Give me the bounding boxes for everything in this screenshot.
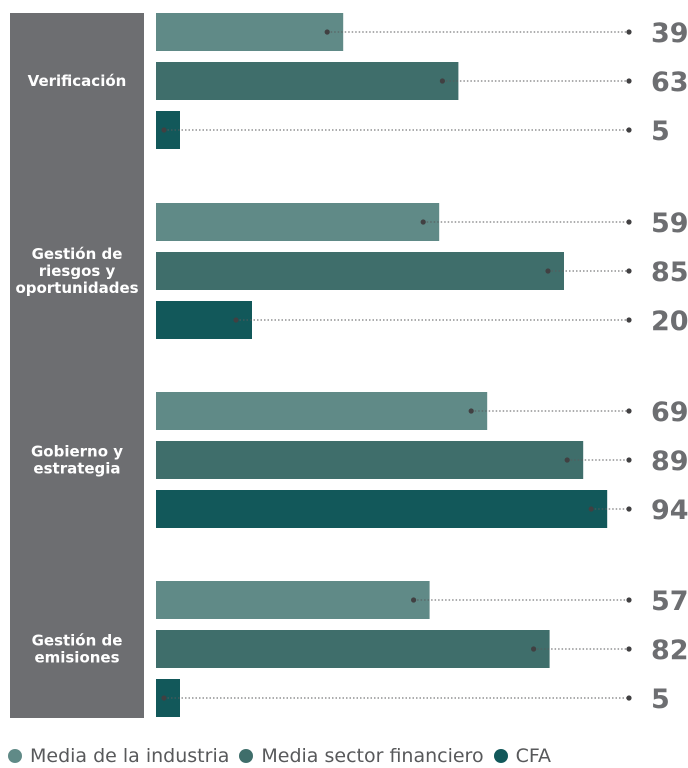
legend-marker-financiero: [239, 749, 254, 763]
legend-item-financiero: Media sector financiero: [239, 745, 484, 767]
leader-dot-end-cfa-gestion-de-riesgos-y-oportunidades: [626, 317, 632, 323]
leader-dot-start-media-de-la-industria-verificacion: [324, 29, 330, 35]
legend-marker-cfa: [493, 749, 508, 763]
leader-dot-start-media-de-la-industria-gestion-de-riesgos-y-oportunidades: [420, 219, 426, 225]
leader-dot-start-media-sector-financiero-gestion-de-riesgos-y-oportunidades: [545, 268, 551, 274]
leader-dot-end-media-sector-financiero-gestion-de-riesgos-y-oportunidades: [626, 268, 632, 274]
value-label-media-sector-financiero-gobierno-y-estrategia: 89: [651, 446, 688, 477]
legend-label-cfa: CFA: [515, 745, 552, 767]
value-label-media-de-la-industria-gestion-de-emisiones: 57: [651, 586, 688, 617]
category-label-gobierno-y-estrategia: Gobierno y estrategia: [31, 443, 123, 478]
bar-media-de-la-industria-gobierno-y-estrategia: [156, 392, 488, 430]
value-label-cfa-gobierno-y-estrategia: 94: [651, 495, 688, 526]
leader-dot-end-media-sector-financiero-gobierno-y-estrategia: [626, 457, 632, 463]
leader-dot-start-cfa-gobierno-y-estrategia: [588, 506, 594, 512]
value-label-media-sector-financiero-gestion-de-emisiones: 82: [651, 635, 688, 666]
legend: Media de la industria Media sector finan…: [8, 745, 561, 767]
bar-media-de-la-industria-gestion-de-riesgos-y-oportunidades: [156, 203, 440, 241]
category-label-gestion-de-emisiones: Gestión de emisiones: [32, 632, 123, 667]
value-label-media-de-la-industria-gestion-de-riesgos-y-oportunidades: 59: [651, 208, 688, 239]
value-label-cfa-gestion-de-emisiones: 5: [651, 684, 670, 715]
legend-marker-industria: [8, 749, 22, 763]
leader-dot-start-cfa-gestion-de-emisiones: [161, 695, 167, 701]
value-label-media-de-la-industria-verificacion: 39: [651, 18, 688, 49]
leader-dot-end-cfa-verificacion: [626, 127, 632, 133]
category-label-gestion-de-riesgos-y-oportunidades: Gestión de riesgos y oportunidades: [15, 245, 138, 297]
legend-label-financiero: Media sector financiero: [261, 745, 484, 767]
value-label-media-sector-financiero-gestion-de-riesgos-y-oportunidades: 85: [651, 257, 688, 288]
leader-dot-end-media-de-la-industria-gobierno-y-estrategia: [626, 408, 632, 414]
leader-dot-start-cfa-verificacion: [161, 127, 167, 133]
bar-media-de-la-industria-verificacion: [156, 13, 344, 51]
bar-media-sector-financiero-gestion-de-riesgos-y-oportunidades: [156, 252, 564, 290]
category-label-panel: [10, 13, 144, 718]
leader-dot-end-media-de-la-industria-gestion-de-emisiones: [626, 597, 632, 603]
leader-dot-end-media-sector-financiero-gestion-de-emisiones: [626, 646, 632, 652]
leader-dot-start-media-sector-financiero-verificacion: [439, 78, 445, 84]
value-label-media-sector-financiero-verificacion: 63: [651, 67, 688, 98]
legend-item-industria: Media de la industria: [8, 745, 229, 767]
value-label-cfa-verificacion: 5: [651, 116, 670, 147]
bar-cfa-gobierno-y-estrategia: [156, 490, 608, 528]
legend-label-industria: Media de la industria: [30, 745, 230, 767]
bar-media-sector-financiero-gestion-de-emisiones: [156, 630, 550, 668]
leader-dot-end-media-de-la-industria-verificacion: [626, 29, 632, 35]
leader-dot-start-media-sector-financiero-gobierno-y-estrategia: [564, 457, 570, 463]
leader-dot-start-media-sector-financiero-gestion-de-emisiones: [531, 646, 537, 652]
leader-dot-start-cfa-gestion-de-riesgos-y-oportunidades: [233, 317, 239, 323]
bar-media-sector-financiero-gobierno-y-estrategia: [156, 441, 584, 479]
leader-dot-start-media-de-la-industria-gobierno-y-estrategia: [468, 408, 474, 414]
leader-dot-end-media-de-la-industria-gestion-de-riesgos-y-oportunidades: [626, 219, 632, 225]
leader-dot-start-media-de-la-industria-gestion-de-emisiones: [411, 597, 417, 603]
value-label-media-de-la-industria-gobierno-y-estrategia: 69: [651, 397, 688, 428]
leader-dot-end-cfa-gestion-de-emisiones: [626, 695, 632, 701]
bar-media-sector-financiero-verificacion: [156, 62, 459, 100]
leader-dot-end-cfa-gobierno-y-estrategia: [626, 506, 632, 512]
bar-media-de-la-industria-gestion-de-emisiones: [156, 581, 430, 619]
legend-item-cfa: CFA: [493, 745, 552, 767]
leader-dot-end-media-sector-financiero-verificacion: [626, 78, 632, 84]
value-label-cfa-gestion-de-riesgos-y-oportunidades: 20: [651, 306, 688, 337]
category-label-verificacion: Verificación: [28, 72, 127, 90]
